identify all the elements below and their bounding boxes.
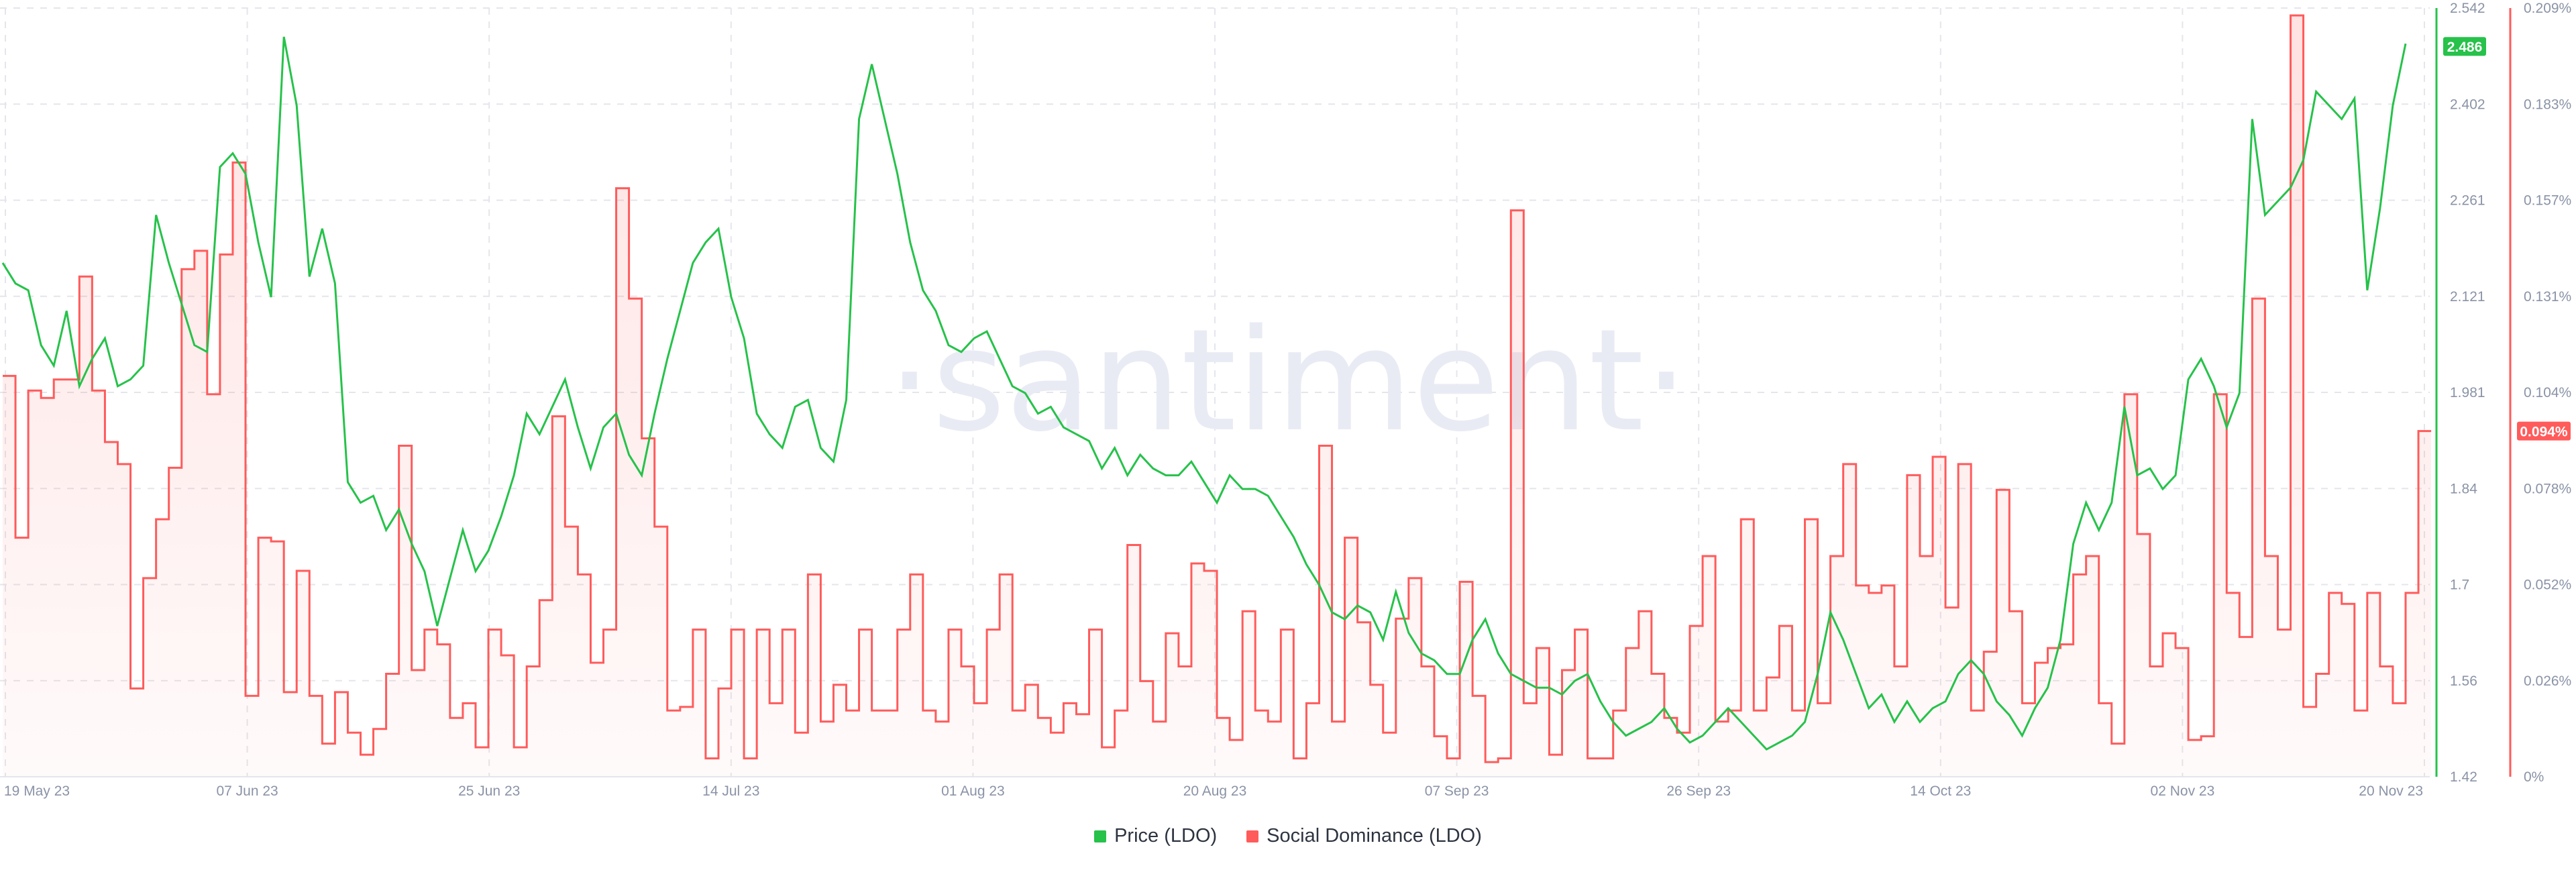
legend-label-social-dominance: Social Dominance (LDO) [1267, 825, 1482, 847]
series-layer [1, 14, 2432, 777]
x-tick-label: 14 Oct 23 [1910, 783, 1971, 799]
social-dominance-current-badge [2517, 421, 2571, 441]
legend-label-price: Price (LDO) [1114, 825, 1218, 847]
x-tick-label: 07 Sep 23 [1425, 783, 1489, 799]
x-tick-label: 25 Jun 23 [458, 783, 520, 799]
legend-swatch-social-dominance [1246, 830, 1259, 842]
x-tick-label: 19 May 23 [4, 783, 70, 799]
legend-item-price[interactable]: Price (LDO) [1094, 825, 1217, 847]
x-tick-label: 20 Nov 23 [2359, 783, 2423, 799]
social-dominance-current-label: 0.094% [2520, 425, 2568, 440]
legend-item-social-dominance[interactable]: Social Dominance (LDO) [1246, 825, 1482, 847]
y-right-tick: 0.104% [2524, 385, 2571, 400]
y-right-tick: 0.157% [2524, 193, 2571, 209]
y-left-tick: 2.542 [2450, 1, 2485, 16]
y-left-tick: 1.42 [2450, 769, 2477, 785]
y-left-tick: 1.7 [2450, 578, 2469, 593]
legend-swatch-price [1094, 830, 1107, 842]
x-tick-label: 07 Jun 23 [216, 783, 278, 799]
y-right-tick: 0.131% [2524, 289, 2571, 305]
x-tick-label: 01 Aug 23 [941, 783, 1005, 799]
y-right-tick: 0% [2524, 769, 2544, 785]
y-left-tick: 1.56 [2450, 673, 2477, 689]
watermark: ·santiment· [888, 298, 1689, 463]
social-dominance-line [3, 14, 2432, 763]
y-right-tick: 0.078% [2524, 481, 2571, 496]
y-right-tick: 0.026% [2524, 673, 2571, 689]
axis-layer: 2.542 0.209% 2.402 0.183% 2.261 0.157% 2.121 0.… [0, 1, 2571, 799]
legend: Price (LDO) Social Dominance (LDO) [0, 825, 2576, 847]
x-tick-label: 02 Nov 23 [2151, 783, 2215, 799]
y-left-tick: 1.981 [2450, 385, 2485, 400]
price-current-label: 2.486 [2447, 40, 2483, 55]
y-right-tick: 0.052% [2524, 578, 2571, 593]
y-left-tick: 2.121 [2450, 289, 2485, 305]
x-tick-label: 14 Jul 23 [702, 783, 759, 799]
y-right-tick: 0.183% [2524, 97, 2571, 112]
y-right-tick: 0.209% [2524, 1, 2571, 16]
price-current-badge [2443, 37, 2486, 56]
y-left-tick: 2.402 [2450, 97, 2485, 112]
x-tick-label: 20 Aug 23 [1183, 783, 1247, 799]
y-left-tick: 1.84 [2450, 481, 2477, 496]
x-tick-label: 26 Sep 23 [1666, 783, 1731, 799]
y-left-tick: 2.261 [2450, 193, 2485, 209]
price-line [1, 36, 2407, 751]
